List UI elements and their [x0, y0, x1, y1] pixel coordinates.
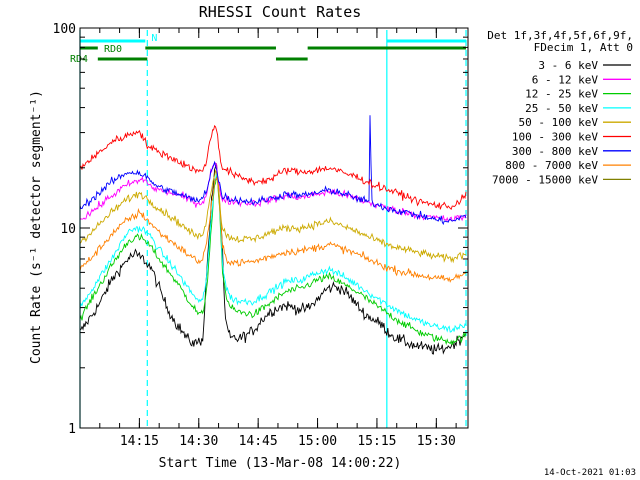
legend-label-5: 50 - 100 keV	[519, 116, 599, 129]
legend-label-8: 800 - 7000 keV	[505, 159, 598, 172]
series-line-1	[80, 163, 467, 355]
legend-header-line-1: Det 1f,3f,4f,5f,6f,9f,	[487, 29, 633, 42]
x-tick-label-1500: 15:00	[298, 434, 337, 449]
series-line-3	[80, 174, 467, 346]
legend-label-9: 7000 - 15000 keV	[492, 173, 598, 186]
y-tick-label-100: 100	[53, 22, 76, 37]
series-line-7	[80, 115, 467, 226]
legend-label-6: 100 - 300 keV	[512, 131, 598, 144]
chart-title: RHESSI Count Rates	[199, 3, 362, 21]
legend-label-3: 12 - 25 keV	[525, 88, 598, 101]
y-tick-label-1: 1	[68, 422, 76, 437]
legend-header-line-2: FDecim 1, Att 0	[534, 41, 633, 54]
legend-label-2: 6 - 12 keV	[532, 73, 599, 86]
flag-label-rd4: RD4	[70, 54, 88, 65]
series-line-4	[80, 172, 467, 333]
x-tick-label-1515: 15:15	[357, 434, 396, 449]
flag-bars: N RD0 RD4	[70, 33, 467, 65]
x-tick-label-1430: 14:30	[179, 434, 218, 449]
series-line-5	[80, 169, 467, 264]
legend: Det 1f,3f,4f,5f,6f,9f, FDecim 1, Att 0 3…	[487, 29, 633, 186]
x-axis-label: Start Time (13-Mar-08 14:00:22)	[159, 456, 402, 471]
generation-timestamp: 14-Oct-2021 01:03	[544, 468, 636, 478]
legend-label-1: 3 - 6 keV	[538, 59, 598, 72]
axes: 1 10 100 14:15 14:30 14:45 15:00 15:15 15:30	[53, 22, 469, 449]
legend-label-4: 25 - 50 keV	[525, 102, 598, 115]
flag-label-n: N	[151, 33, 157, 44]
y-tick-label-10: 10	[60, 222, 76, 237]
flag-label-rd0: RD0	[104, 44, 122, 55]
series-line-2	[80, 162, 467, 222]
x-tick-label-1445: 14:45	[239, 434, 278, 449]
series-line-6	[80, 124, 467, 210]
x-tick-label-1415: 14:15	[120, 434, 159, 449]
x-tick-label-1530: 15:30	[417, 434, 456, 449]
y-axis-label: Count Rate (s⁻¹ detector segment⁻¹)	[29, 90, 44, 364]
series-line-8	[80, 177, 467, 283]
series-layer	[80, 115, 467, 355]
legend-label-7: 300 - 800 keV	[512, 145, 598, 158]
